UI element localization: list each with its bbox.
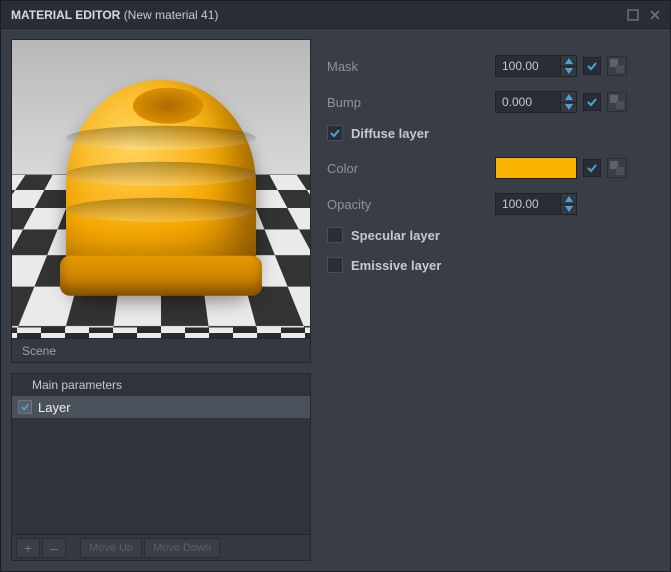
layers-list-body — [12, 418, 310, 534]
maximize-icon[interactable] — [624, 6, 642, 24]
bump-spin-down[interactable] — [561, 103, 576, 113]
emissive-label: Emissive layer — [351, 258, 441, 273]
specular-checkbox[interactable] — [327, 227, 343, 243]
emissive-checkbox[interactable] — [327, 257, 343, 273]
diffuse-checkbox[interactable] — [327, 125, 343, 141]
add-layer-button[interactable]: + — [16, 538, 40, 558]
bump-spin-up[interactable] — [561, 92, 576, 103]
mask-spin-down[interactable] — [561, 67, 576, 77]
color-texture-button[interactable] — [607, 158, 627, 178]
window-title: MATERIAL EDITOR (New material 41) — [11, 8, 624, 22]
title-main: MATERIAL EDITOR — [11, 8, 120, 22]
mask-input[interactable] — [495, 55, 577, 77]
main-parameters-panel: Main parameters Layer + – Move Up Move D… — [11, 373, 311, 561]
layer-checkbox[interactable] — [18, 400, 32, 414]
left-column: Scene Main parameters Layer + – Move Up … — [11, 39, 311, 561]
move-up-button[interactable]: Move Up — [80, 538, 142, 558]
specular-layer-row: Specular layer — [325, 227, 656, 243]
preview-panel: Scene — [11, 39, 311, 363]
titlebar[interactable]: MATERIAL EDITOR (New material 41) — [1, 1, 670, 29]
emissive-layer-row: Emissive layer — [325, 257, 656, 273]
diffuse-label: Diffuse layer — [351, 126, 429, 141]
properties-column: Mask Bump — [325, 39, 660, 561]
material-editor-window: MATERIAL EDITOR (New material 41) Scene … — [0, 0, 671, 572]
layer-label: Layer — [38, 400, 71, 415]
mask-field[interactable] — [496, 56, 560, 76]
mask-row: Mask — [325, 53, 656, 79]
content-area: Scene Main parameters Layer + – Move Up … — [1, 29, 670, 571]
opacity-spin-down[interactable] — [561, 205, 576, 215]
opacity-label: Opacity — [325, 197, 495, 212]
bump-enable-checkbox[interactable] — [583, 93, 601, 111]
specular-label: Specular layer — [351, 228, 440, 243]
color-row: Color — [325, 155, 656, 181]
layers-footer: + – Move Up Move Down — [12, 534, 310, 560]
opacity-row: Opacity — [325, 191, 656, 217]
opacity-field[interactable] — [496, 194, 560, 214]
mask-label: Mask — [325, 59, 495, 74]
opacity-spin-up[interactable] — [561, 194, 576, 205]
color-enable-checkbox[interactable] — [583, 159, 601, 177]
move-down-button[interactable]: Move Down — [144, 538, 220, 558]
bump-row: Bump — [325, 89, 656, 115]
main-parameters-header: Main parameters — [12, 374, 310, 396]
diffuse-layer-row: Diffuse layer — [325, 125, 656, 141]
material-preview[interactable] — [12, 40, 310, 338]
close-icon[interactable] — [646, 6, 664, 24]
layer-row[interactable]: Layer — [12, 396, 310, 418]
remove-layer-button[interactable]: – — [42, 538, 66, 558]
bump-label: Bump — [325, 95, 495, 110]
bump-field[interactable] — [496, 92, 560, 112]
scene-label[interactable]: Scene — [12, 338, 310, 362]
title-subtitle: (New material 41) — [124, 8, 219, 22]
bump-input[interactable] — [495, 91, 577, 113]
mask-texture-button[interactable] — [607, 56, 627, 76]
mask-enable-checkbox[interactable] — [583, 57, 601, 75]
bump-texture-button[interactable] — [607, 92, 627, 112]
color-label: Color — [325, 161, 495, 176]
mask-spin-up[interactable] — [561, 56, 576, 67]
opacity-input[interactable] — [495, 193, 577, 215]
color-swatch[interactable] — [495, 157, 577, 179]
